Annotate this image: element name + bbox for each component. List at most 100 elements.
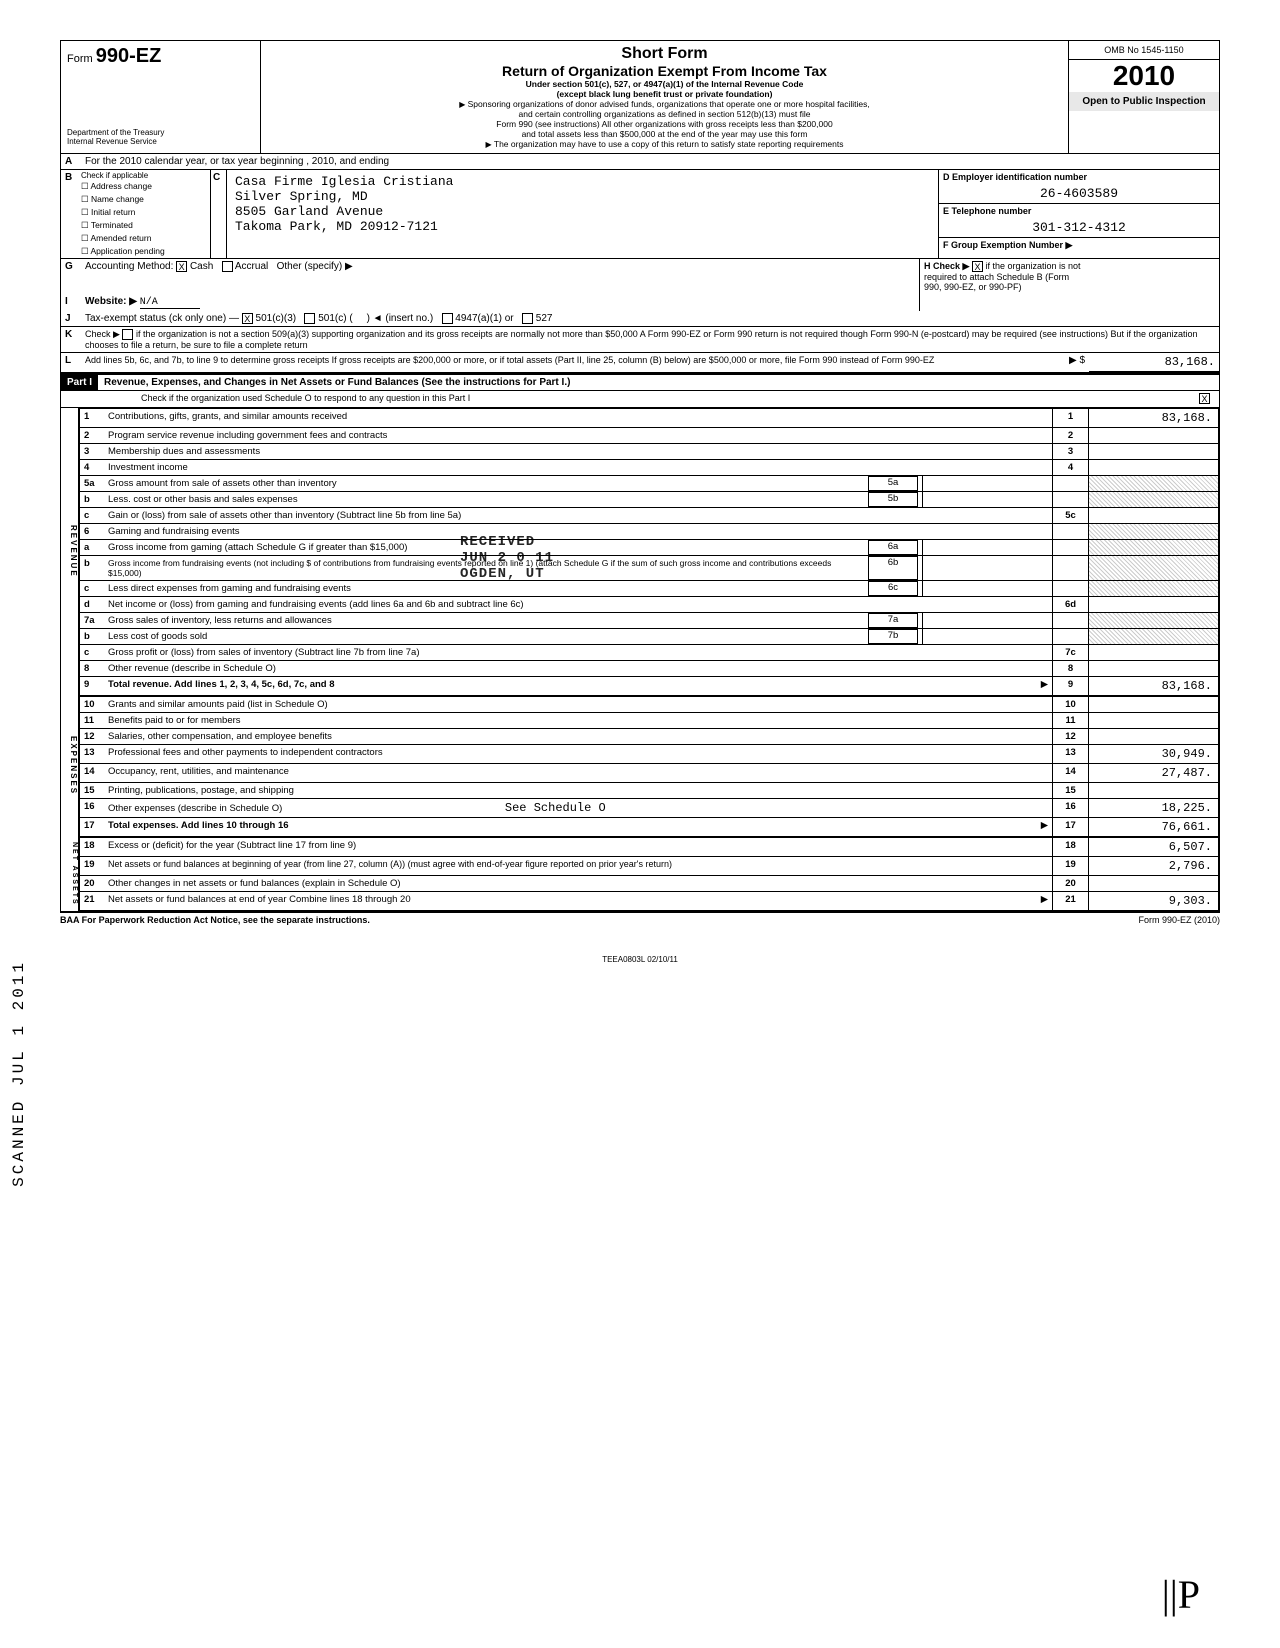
title-return: Return of Organization Exempt From Incom… — [267, 63, 1062, 79]
chk-terminated[interactable]: Terminated — [81, 219, 210, 232]
line-a: A For the 2010 calendar year, or tax yea… — [60, 154, 1220, 170]
initials: ||P — [1162, 1571, 1200, 1618]
b-label: Check if applicable — [81, 171, 148, 180]
line-l: L Add lines 5b, 6c, and 7b, to line 9 to… — [60, 353, 1220, 373]
vert-net: NET ASSETS — [61, 837, 79, 911]
l2-txt: Program service revenue including govern… — [104, 428, 1052, 443]
l5b-txt: Less. cost or other basis and sales expe… — [104, 492, 864, 507]
g-cash: Cash — [190, 261, 213, 272]
chk-527[interactable] — [522, 313, 533, 324]
l18-txt: Excess or (deficit) for the year (Subtra… — [104, 838, 1052, 856]
l7a-box: 7a — [868, 613, 918, 628]
vert-revenue: REVENUE — [61, 408, 79, 696]
h-text1: if the organization is not — [985, 261, 1080, 271]
l6-txt: Gaming and fundraising events — [104, 524, 1052, 539]
tax-year: 2010 — [1069, 60, 1219, 92]
part1-label: Part I — [61, 375, 98, 390]
i-label: Website: ▶ — [85, 296, 137, 307]
k-text: if the organization is not a section 509… — [85, 329, 1198, 350]
l19-amt: 2,796. — [1088, 857, 1218, 875]
line-a-text: For the 2010 calendar year, or tax year … — [81, 154, 1219, 169]
chk-part1[interactable]: X — [1199, 393, 1210, 404]
l6c-txt: Less direct expenses from gaming and fun… — [104, 581, 864, 596]
l4-txt: Investment income — [104, 460, 1052, 475]
j-b: 501(c) ( — [318, 313, 352, 324]
l3-txt: Membership dues and assessments — [104, 444, 1052, 459]
title-copy: The organization may have to use a copy … — [267, 139, 1062, 149]
l16-extra: See Schedule O — [505, 801, 606, 815]
title-assets: and total assets less than $500,000 at t… — [267, 129, 1062, 139]
l1-txt: Contributions, gifts, grants, and simila… — [104, 409, 1052, 427]
footer-formref: Form 990-EZ (2010) — [1138, 915, 1220, 925]
l6b-txt: Gross income from fundraising events (no… — [104, 556, 864, 580]
l11-amt — [1088, 713, 1218, 728]
chk-4947[interactable] — [442, 313, 453, 324]
j-e: 527 — [536, 313, 553, 324]
l18-amt: 6,507. — [1088, 838, 1218, 856]
chk-initial[interactable]: Initial return — [81, 206, 210, 219]
title-sponsor: Sponsoring organizations of donor advise… — [267, 99, 1062, 109]
line-i: I Website: ▶ N/A — [60, 294, 1220, 311]
j-a: 501(c)(3) — [256, 313, 297, 324]
l15-txt: Printing, publications, postage, and shi… — [104, 783, 1052, 798]
part1-check: Check if the organization used Schedule … — [61, 391, 1195, 406]
f-arrow: ▶ — [1066, 240, 1073, 250]
page-footer: BAA For Paperwork Reduction Act Notice, … — [60, 912, 1220, 925]
netassets-section: NET ASSETS 18Excess or (deficit) for the… — [60, 837, 1220, 912]
l21-arrow: ▶ — [1041, 894, 1048, 905]
h-text2: required to attach Schedule B (Form — [924, 272, 1069, 282]
website: N/A — [140, 297, 200, 309]
chk-amended[interactable]: Amended return — [81, 232, 210, 245]
part1-check-row: Check if the organization used Schedule … — [60, 391, 1220, 407]
chk-cash[interactable]: X — [176, 261, 187, 272]
chk-501c3[interactable]: X — [242, 313, 253, 324]
title-short-form: Short Form — [267, 45, 1062, 63]
l14-amt: 27,487. — [1088, 764, 1218, 782]
j-c: ) ◄ (insert no.) — [367, 313, 434, 324]
k-label: Check ▶ — [85, 329, 120, 339]
part1-title: Revenue, Expenses, and Changes in Net As… — [98, 375, 1219, 390]
l21-amt: 9,303. — [1088, 892, 1218, 910]
l10-amt — [1088, 697, 1218, 712]
l9-txt: Total revenue. Add lines 1, 2, 3, 4, 5c,… — [108, 679, 335, 690]
omb-number: OMB No 1545-1150 — [1069, 41, 1219, 60]
e-label: E Telephone number — [939, 203, 1219, 218]
h-label: H Check ▶ — [924, 261, 969, 271]
chk-accrual[interactable] — [222, 261, 233, 272]
l9-amt: 83,168. — [1088, 677, 1218, 695]
org-city: Silver Spring, MD — [235, 189, 930, 204]
l8-amt — [1088, 661, 1218, 676]
l-text: Add lines 5b, 6c, and 7b, to line 9 to d… — [81, 353, 1049, 372]
l13-amt: 30,949. — [1088, 745, 1218, 763]
title-under: Under section 501(c), 527, or 4947(a)(1)… — [526, 79, 804, 89]
chk-name[interactable]: Name change — [81, 193, 210, 206]
chk-501c[interactable] — [304, 313, 315, 324]
l7b-txt: Less cost of goods sold — [104, 629, 864, 644]
l7a-txt: Gross sales of inventory, less returns a… — [104, 613, 864, 628]
l6b-box: 6b — [868, 556, 918, 580]
chk-address[interactable]: Address change — [81, 180, 210, 193]
l17-arrow: ▶ — [1041, 820, 1048, 831]
scanned-stamp: SCANNED JUL 1 2011 — [10, 960, 28, 1187]
line-k: K Check ▶ if the organization is not a s… — [60, 327, 1220, 353]
l6d-amt — [1088, 597, 1218, 612]
title-controlling: and certain controlling organizations as… — [267, 109, 1062, 119]
g-label: Accounting Method: — [85, 261, 173, 272]
l7c-txt: Gross profit or (loss) from sales of inv… — [104, 645, 1052, 660]
l-arrow: ▶ $ — [1049, 353, 1089, 372]
j-d: 4947(a)(1) or — [455, 313, 513, 324]
h-text3: 990, 990-EZ, or 990-PF) — [924, 282, 1022, 292]
l9-arrow: ▶ — [1041, 679, 1048, 690]
f-label: F Group Exemption Number — [943, 240, 1063, 250]
ein: 26-4603589 — [939, 184, 1219, 203]
chk-k[interactable] — [122, 329, 133, 340]
l16-txt: Other expenses (describe in Schedule O) — [108, 803, 282, 814]
l17-amt: 76,661. — [1088, 818, 1218, 836]
l5a-box: 5a — [868, 476, 918, 491]
l19-txt: Net assets or fund balances at beginning… — [104, 857, 1052, 875]
l6c-box: 6c — [868, 581, 918, 596]
l6d-txt: Net income or (loss) from gaming and fun… — [104, 597, 1052, 612]
chk-pending[interactable]: Application pending — [81, 245, 210, 258]
chk-h[interactable]: X — [972, 261, 983, 272]
l5b-box: 5b — [868, 492, 918, 507]
